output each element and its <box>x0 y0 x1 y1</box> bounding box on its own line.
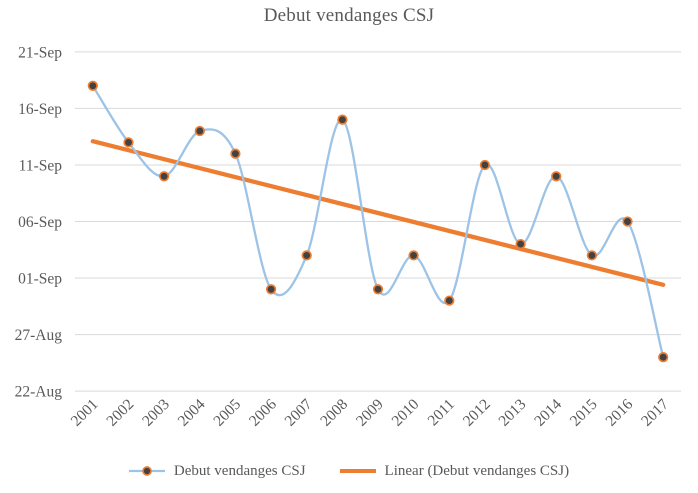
x-tick-label: 2009 <box>353 396 387 430</box>
chart-title: Debut vendanges CSJ <box>263 5 435 26</box>
x-tick-label: 2016 <box>602 396 636 430</box>
legend-label-trendline: Linear (Debut vendanges CSJ) <box>384 462 570 479</box>
y-tick-label: 06-Sep <box>18 214 62 231</box>
y-tick-label: 27-Aug <box>15 327 63 344</box>
x-tick-label: 2006 <box>246 396 280 430</box>
data-point-marker <box>337 114 348 125</box>
data-point-marker <box>479 159 491 171</box>
y-tick-label: 16-Sep <box>18 101 62 118</box>
y-tick-label: 11-Sep <box>19 157 63 174</box>
data-point-marker <box>123 137 134 148</box>
x-tick-label: 2014 <box>531 396 565 430</box>
y-tick-label: 22-Aug <box>15 384 63 401</box>
data-point-marker <box>265 284 277 295</box>
data-point-marker <box>622 216 633 227</box>
data-point-marker <box>230 148 241 159</box>
plot-area: 21-Sep 16-Sep 11-Sep 06-Sep 01-Sep 27-Aug 22-A… <box>15 44 681 430</box>
data-point-marker <box>444 295 455 306</box>
trend-line <box>90 139 666 287</box>
x-tick-label: 2001 <box>68 396 102 430</box>
x-tick-label: 2002 <box>103 396 137 430</box>
x-tick-label: 2012 <box>460 396 494 430</box>
legend-label-series: Debut vendanges CSJ <box>173 462 306 479</box>
data-point-marker <box>515 238 526 250</box>
data-point-marker <box>87 80 98 91</box>
legend-item-series: Debut vendanges CSJ <box>128 462 306 480</box>
x-tick-label: 2010 <box>389 396 423 430</box>
data-point-marker <box>551 171 562 182</box>
x-tick-label: 2015 <box>567 396 601 430</box>
trendline-icon <box>339 469 376 473</box>
data-point-marker <box>372 284 384 295</box>
x-tick-label: 2004 <box>175 396 209 430</box>
x-tick-label: 2005 <box>210 396 244 430</box>
series-line-marker-icon <box>128 466 165 476</box>
series-marker-sample <box>142 466 152 476</box>
y-tick-label: 01-Sep <box>18 271 62 288</box>
y-tick-label: 21-Sep <box>18 44 62 61</box>
x-tick-label: 2008 <box>317 396 351 430</box>
data-point-marker <box>658 352 669 363</box>
data-point-marker <box>301 250 312 261</box>
x-tick-label: 2007 <box>282 396 316 430</box>
x-tick-label: 2003 <box>139 396 173 430</box>
x-tick-label: 2013 <box>495 396 529 430</box>
x-tick-label: 2011 <box>425 396 459 430</box>
data-point-marker <box>408 250 419 261</box>
x-tick-label: 2017 <box>638 396 672 430</box>
data-point-marker <box>158 171 170 182</box>
legend: Debut vendanges CSJ Linear (Debut vendan… <box>0 456 698 486</box>
legend-item-trendline: Linear (Debut vendanges CSJ) <box>339 462 570 480</box>
data-point-marker <box>586 250 598 261</box>
data-point-marker <box>194 125 205 137</box>
